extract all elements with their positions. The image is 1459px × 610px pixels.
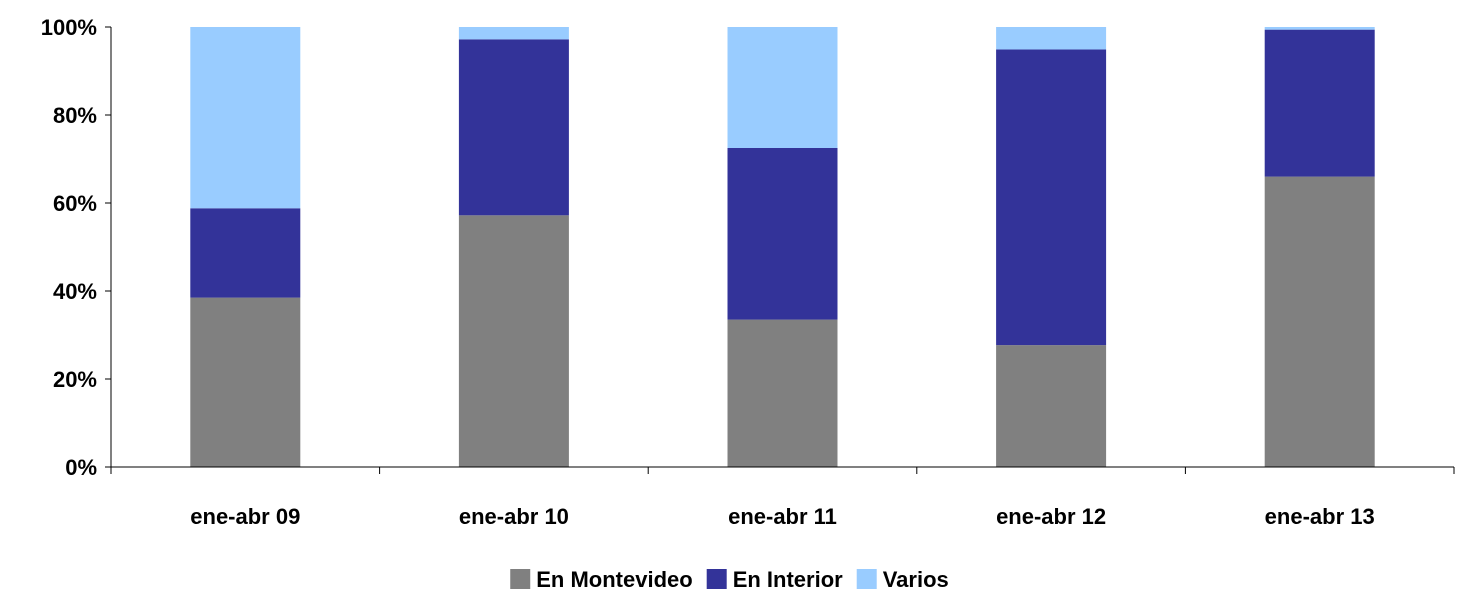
y-tick-label: 100% [41, 15, 97, 40]
bar-varios-ene-abr-12 [996, 27, 1107, 50]
bar-en-montevideo-ene-abr-09 [190, 297, 301, 467]
legend-item-varios: Varios [856, 567, 949, 592]
bar-en-interior-ene-abr-12 [996, 49, 1107, 346]
legend: En Montevideo En Interior Varios [510, 567, 949, 592]
x-tick-label-ene-abr-10: ene-abr 10 [459, 504, 569, 529]
bar-en-montevideo-ene-abr-10 [458, 215, 569, 467]
x-tick-label-ene-abr-11: ene-abr 11 [728, 504, 837, 529]
bar-en-interior-ene-abr-10 [458, 39, 569, 216]
legend-swatch [510, 569, 531, 589]
y-tick-label: 40% [53, 279, 97, 304]
legend-item-en-interior: En Interior [706, 567, 843, 592]
bar-en-interior-ene-abr-09 [190, 208, 301, 298]
legend-label: Varios [883, 567, 949, 592]
bar-en-montevideo-ene-abr-11 [727, 319, 838, 467]
bar-varios-ene-abr-13 [1264, 27, 1375, 30]
x-tick-label-ene-abr-13: ene-abr 13 [1265, 504, 1375, 529]
bar-varios-ene-abr-11 [727, 27, 838, 148]
y-tick-label: 0% [65, 455, 97, 480]
legend-swatch [856, 569, 877, 589]
bar-en-interior-ene-abr-13 [1264, 29, 1375, 177]
bar-varios-ene-abr-09 [190, 27, 301, 209]
y-tick-label: 60% [53, 191, 97, 216]
bars-layer [190, 27, 1375, 467]
legend-item-en-montevideo: En Montevideo [510, 567, 693, 592]
labels-layer: 0% 20% 40% 60% 80% 100% ene-abr 09 ene-abr 10 en… [41, 15, 1375, 529]
y-tick-label: 20% [53, 367, 97, 392]
y-tick-label: 80% [53, 103, 97, 128]
x-tick-label-ene-abr-09: ene-abr 09 [190, 504, 300, 529]
legend-swatch [706, 569, 727, 589]
bar-varios-ene-abr-10 [458, 27, 569, 40]
legend-label: En Montevideo [536, 567, 692, 592]
legend-label: En Interior [733, 567, 843, 592]
bar-en-montevideo-ene-abr-13 [1264, 176, 1375, 467]
x-tick-label-ene-abr-12: ene-abr 12 [996, 504, 1106, 529]
bar-en-interior-ene-abr-11 [727, 148, 838, 320]
axes-layer [105, 26, 1455, 474]
bar-en-montevideo-ene-abr-12 [996, 345, 1107, 467]
